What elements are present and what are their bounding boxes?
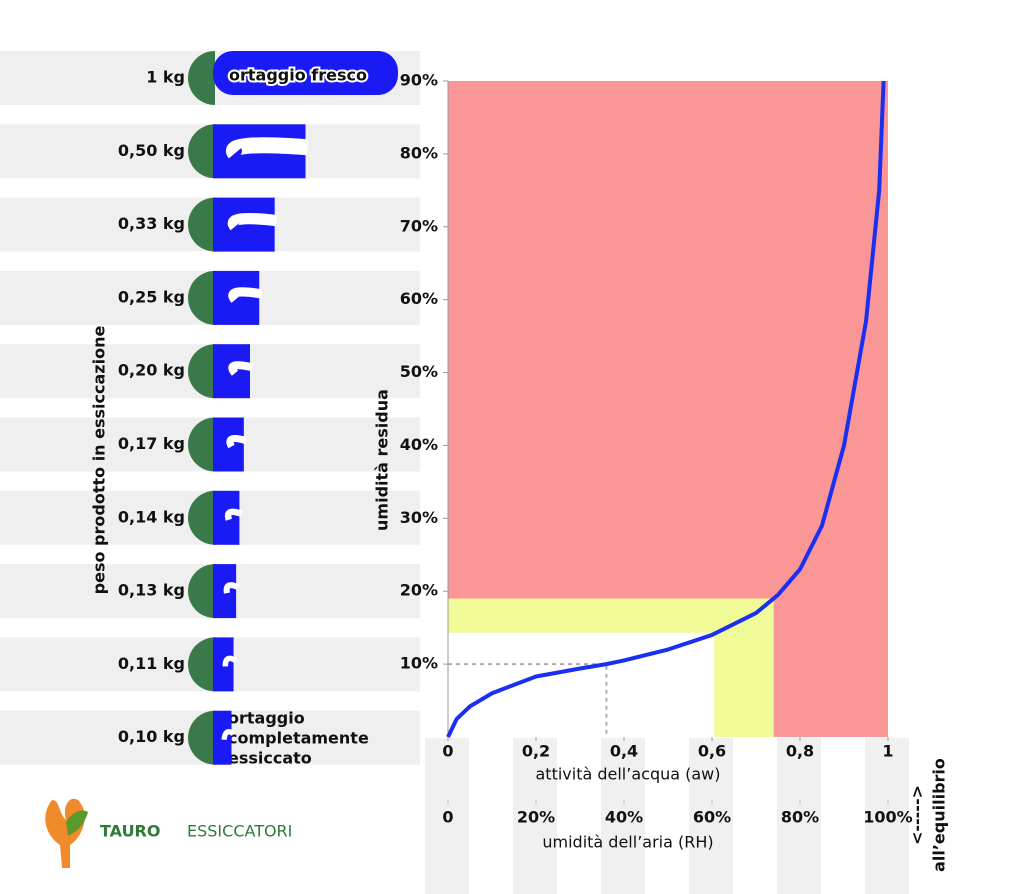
- side-label: all’equilibrio: [930, 758, 949, 872]
- icon-slot: [221, 729, 236, 741]
- logo-icon: [45, 798, 85, 868]
- icon-slot: [227, 212, 278, 231]
- weight-label: 0,33 kg: [118, 214, 185, 233]
- stripe: [777, 738, 821, 894]
- x2-tick-label: 20%: [517, 808, 555, 827]
- y-axis-label: umidità residua: [373, 389, 392, 531]
- stripe: [425, 738, 469, 894]
- weight-label: 1 kg: [146, 68, 185, 87]
- fresh-label: ortaggio fresco: [229, 66, 367, 85]
- icon-slot: [228, 287, 263, 303]
- icon-slot: [223, 582, 240, 594]
- icon-skin: [188, 637, 215, 692]
- curve: [446, 80, 886, 738]
- icon-skin: [188, 51, 215, 105]
- weight-axis-label: peso prodotto in essiccazione: [90, 326, 109, 595]
- weight-label: 0,14 kg: [118, 507, 185, 526]
- reference-line: [448, 663, 608, 737]
- y-tick-label: 90%: [400, 71, 438, 90]
- icon-slot: [222, 655, 237, 667]
- x-tick-label: 0,6: [698, 742, 726, 761]
- zone: [714, 632, 774, 737]
- y-tick-label: 20%: [400, 581, 438, 600]
- zone: [773, 598, 888, 737]
- y-tick-label: 30%: [400, 508, 438, 527]
- icon-slot: [226, 434, 247, 449]
- weight-label: 0,10 kg: [118, 727, 185, 746]
- icon-skin: [188, 197, 215, 252]
- logo: TAURO ESSICCATORI: [45, 798, 292, 868]
- dried-label: ortaggio: [228, 709, 305, 728]
- weight-label: 0,11 kg: [118, 654, 185, 673]
- logo-second: ESSICCATORI: [187, 822, 292, 841]
- y-tick-label: 50%: [400, 362, 438, 381]
- x2-tick-label: 40%: [605, 808, 643, 827]
- weight-label: 0,17 kg: [118, 434, 185, 453]
- stripe: [601, 738, 645, 894]
- y-tick-label: 10%: [400, 654, 438, 673]
- icon-skin: [188, 564, 215, 619]
- zone: [448, 81, 888, 599]
- icon-slot: [228, 361, 253, 376]
- icon-skin: [188, 270, 215, 325]
- x-tick-label: 1: [882, 742, 893, 761]
- x-tick-label: 0: [442, 742, 453, 761]
- x2-tick-label: 60%: [693, 808, 731, 827]
- x2-tick-label: 80%: [781, 808, 819, 827]
- icon-skin: [188, 417, 215, 472]
- icon-slot: [224, 508, 243, 521]
- y-tick-label: 80%: [400, 143, 438, 162]
- logo-leaf: [66, 810, 88, 836]
- icon-skin: [188, 710, 215, 765]
- weight-label: 0,20 kg: [118, 361, 185, 380]
- weight-label: 0,25 kg: [118, 287, 185, 306]
- dried-label: essiccato: [228, 749, 312, 768]
- icon-skin: [188, 344, 215, 399]
- x-tick-label: 0,2: [522, 742, 550, 761]
- x-tick-label: 0,4: [610, 742, 638, 761]
- stripe: [689, 738, 733, 894]
- x-axis-label: attività dell’acqua (aw): [535, 765, 720, 784]
- stripe: [513, 738, 557, 894]
- x2-tick-label: 0: [442, 808, 453, 827]
- side-arrow: <----->: [908, 785, 927, 845]
- x2-axis-label: umidità dell’aria (RH): [542, 833, 713, 852]
- x-tick-label: 0,8: [786, 742, 814, 761]
- y-tick-label: 70%: [400, 216, 438, 235]
- logo-first: TAURO: [100, 822, 160, 841]
- dried-label: completamente: [228, 729, 369, 748]
- stripe: [865, 738, 909, 894]
- icon-skin: [188, 124, 215, 179]
- icon-skin: [188, 490, 215, 545]
- y-tick-label: 40%: [400, 435, 438, 454]
- icon-body: [213, 51, 398, 95]
- y-tick-label: 60%: [400, 289, 438, 308]
- icon-slot: [225, 137, 309, 160]
- weight-label: 0,13 kg: [118, 581, 185, 600]
- weight-label: 0,50 kg: [118, 141, 185, 160]
- zone: [448, 598, 774, 633]
- x2-tick-label: 100%: [863, 808, 912, 827]
